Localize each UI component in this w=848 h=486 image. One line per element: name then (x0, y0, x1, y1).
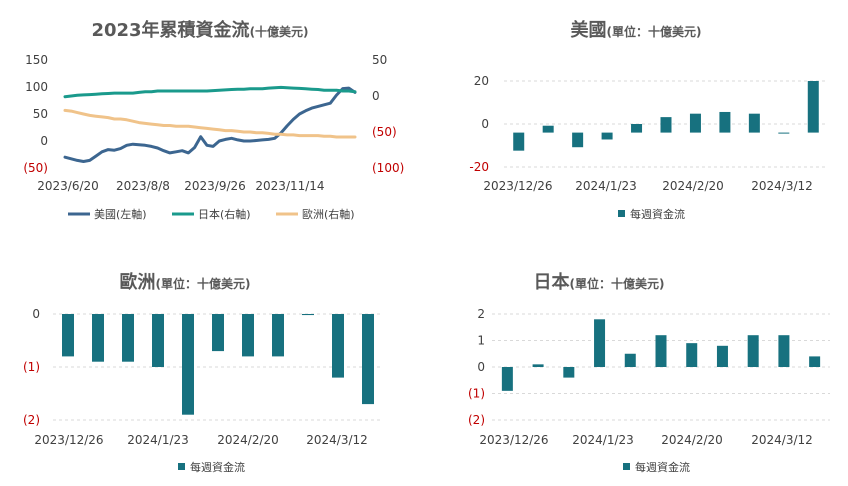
legend-label: 每週資金流 (635, 460, 690, 474)
cumulative-flow-title: 2023年累積資金流(十億美元) (91, 20, 309, 41)
bar (719, 111, 731, 133)
japan-flow-panel: 日本(單位：十億美元) 2 1 0 (1) (2) 2023/12/26 2024/1/23… (430, 243, 848, 486)
x-tick-label: 2024/2/20 (217, 433, 279, 447)
series-line-europe (63, 108, 357, 139)
bar (92, 314, 104, 362)
us-flow-title: 美國(單位：十億美元) (570, 20, 702, 41)
bar (601, 132, 613, 140)
x-tick-label: 2024/2/20 (662, 179, 724, 193)
y-tick-label: 1 (477, 334, 485, 348)
y-right-tick-label: (50) (372, 125, 397, 139)
x-tick-label: 2023/12/26 (34, 433, 103, 447)
bar (660, 117, 672, 133)
bar (242, 314, 254, 357)
bar (572, 132, 584, 148)
legend-label-japan: 日本(右軸) (198, 207, 251, 221)
x-tick-label: 2023/12/26 (479, 433, 548, 447)
series-line-japan (63, 85, 357, 99)
bar (272, 314, 284, 357)
europe-flow-title: 歐洲(單位：十億美元) (119, 272, 251, 293)
japan-flow-title: 日本(單位：十億美元) (533, 272, 665, 293)
series-line-us (63, 86, 357, 163)
bar (563, 367, 575, 378)
x-tick-label: 2024/3/12 (751, 433, 813, 447)
bar (807, 81, 819, 133)
legend-label: 每週資金流 (190, 460, 245, 474)
y-tick-label: (1) (23, 360, 40, 374)
bar (62, 314, 74, 357)
bar (302, 314, 314, 316)
y-tick-label: 0 (481, 117, 489, 131)
x-tick-label: 2023/8/8 (116, 179, 170, 193)
bar (716, 345, 728, 367)
y-tick-label: 0 (32, 307, 40, 321)
y-left-tick-label: 100 (25, 80, 48, 94)
bar (362, 314, 374, 405)
x-tick-label: 2024/1/23 (127, 433, 189, 447)
bar (624, 353, 636, 367)
x-tick-label: 2023/12/26 (483, 179, 552, 193)
y-tick-label: -20 (469, 160, 489, 174)
bar (513, 132, 525, 151)
y-tick-label: 20 (474, 74, 489, 88)
y-left-tick-label: 0 (40, 134, 48, 148)
bar (689, 113, 701, 133)
bar (212, 314, 224, 352)
bar (747, 335, 759, 367)
legend-swatch (178, 463, 185, 470)
y-left-tick-label: 150 (25, 53, 48, 67)
x-tick-label: 2024/3/12 (751, 179, 813, 193)
us-flow-panel: 美國(單位：十億美元) 20 0 -20 2023/12/26 2024/1/23 202… (430, 0, 848, 240)
y-left-tick-label: 50 (33, 107, 48, 121)
bar (809, 356, 821, 367)
x-tick-label: 2023/9/26 (184, 179, 246, 193)
bar (122, 314, 134, 362)
bar (332, 314, 344, 378)
legend-label-us: 美國(左軸) (94, 207, 147, 221)
y-right-tick-label: (100) (372, 161, 404, 175)
x-tick-label: 2024/1/23 (575, 179, 637, 193)
europe-flow-chart: 0 (1) (2) 2023/12/26 2024/1/23 2024/2/20 2024/… (23, 307, 383, 474)
bar (655, 335, 667, 367)
x-tick-label: 2023/6/20 (37, 179, 99, 193)
legend-label-europe: 歐洲(右軸) (302, 207, 355, 221)
us-flow-chart: 20 0 -20 2023/12/26 2024/1/23 2024/2/20 2024/3… (469, 74, 828, 221)
x-tick-label: 2023/11/14 (255, 179, 324, 193)
bar (532, 364, 544, 367)
y-tick-label: (1) (468, 387, 485, 401)
x-tick-label: 2024/1/23 (572, 433, 634, 447)
cumulative-flow-panel: 2023年累積資金流(十億美元) 150 100 50 0 (50) 50 0 (50) (10… (0, 0, 420, 240)
legend-swatch (623, 463, 630, 470)
x-tick-label: 2024/3/12 (306, 433, 368, 447)
bar (686, 343, 698, 367)
y-left-tick-label: (50) (23, 161, 48, 175)
legend-swatch (618, 210, 625, 217)
europe-flow-panel: 歐洲(單位：十億美元) 0 (1) (2) 2023/12/26 2024/1/23 20… (0, 243, 420, 486)
japan-flow-chart: 2 1 0 (1) (2) 2023/12/26 2024/1/23 2024/2/20 202… (468, 307, 830, 474)
cumulative-flow-chart: 150 100 50 0 (50) 50 0 (50) (100) 2023/6/20 2023/8… (23, 53, 404, 221)
bar (182, 314, 194, 415)
y-right-tick-label: 0 (372, 89, 380, 103)
y-right-tick-label: 50 (372, 53, 387, 67)
bar (542, 125, 554, 133)
bar (594, 319, 606, 367)
bar (748, 113, 760, 133)
y-tick-label: (2) (468, 413, 485, 427)
x-tick-label: 2024/2/20 (661, 433, 723, 447)
bar (631, 124, 643, 133)
y-tick-label: 0 (477, 360, 485, 374)
legend-label: 每週資金流 (630, 207, 685, 221)
bar (152, 314, 164, 367)
bar (778, 132, 790, 134)
bar (501, 367, 513, 391)
bar (778, 335, 790, 367)
y-tick-label: (2) (23, 413, 40, 427)
y-tick-label: 2 (477, 307, 485, 321)
